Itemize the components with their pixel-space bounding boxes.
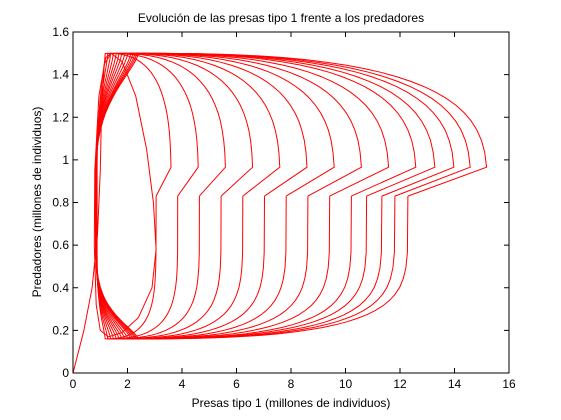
y-ticks-group: 0 0.2 0.4 0.6 0.8 1 1.2 1.4 1.6	[52, 25, 509, 380]
y-tick-label: 0.6	[52, 238, 69, 252]
x-tick-label: 16	[502, 377, 516, 391]
y-axis-title: Predadores (millones de individuos)	[30, 107, 44, 298]
x-tick-label: 4	[179, 377, 186, 391]
y-tick-label: 0.4	[52, 281, 69, 295]
x-tick-label: 10	[339, 377, 353, 391]
y-tick-label: 0	[62, 366, 69, 380]
x-axis-title: Presas tipo 1 (millones de individuos)	[192, 396, 391, 410]
plot-area	[72, 31, 510, 374]
x-tick-label: 12	[393, 377, 407, 391]
trajectory-loop	[94, 52, 488, 340]
x-tick-label: 14	[448, 377, 462, 391]
y-tick-label: 1.2	[52, 110, 69, 124]
x-tick-label: 0	[70, 377, 77, 391]
x-tick-label: 8	[288, 377, 295, 391]
y-tick-label: 0.8	[52, 196, 69, 210]
y-tick-label: 0.2	[52, 323, 69, 337]
x-tick-label: 2	[124, 377, 131, 391]
y-tick-label: 1	[62, 153, 69, 167]
trajectory-loop	[72, 52, 157, 374]
x-tick-label: 6	[233, 377, 240, 391]
y-tick-label: 1.6	[52, 25, 69, 39]
chart-title: Evolución de las presas tipo 1 frente a …	[138, 11, 424, 25]
curves-group	[72, 52, 488, 374]
y-tick-label: 1.4	[52, 68, 69, 82]
x-ticks-group: 0 2 4 6 8 10 12 14 16	[70, 32, 516, 391]
